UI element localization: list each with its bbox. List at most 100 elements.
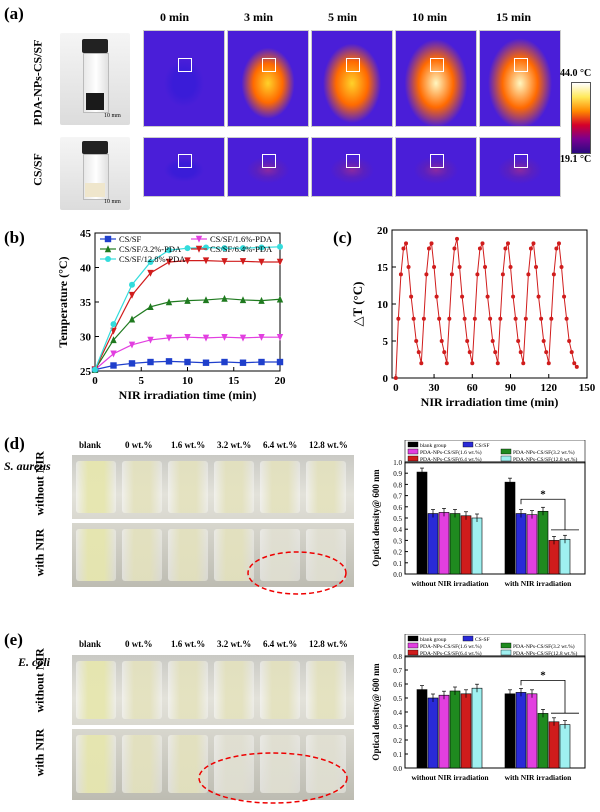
od-chart-saureus: 0.0 0.1 0.2 0.3 0.4 0.5 0.6 0.7 0.8 0.9 1.0 Optical… [371,440,586,588]
category-label: without NIR irradiation [411,579,489,588]
crosshair-icon [346,57,360,72]
bar [537,713,549,769]
row-label-cssf: CS/SF [30,153,45,186]
row-top-d: without NIR [32,451,47,516]
bar [526,514,538,575]
cycling-chart: 0 30 60 90 120 150 0 5 10 15 20 NIR irradiation tim… [350,225,596,409]
bar [471,687,483,769]
bar [504,481,516,575]
temperature-chart: 0 5 10 15 20 25 30 35 40 45 NIR irradiation time (… [56,228,286,402]
data-point [521,361,526,366]
data-point [531,241,536,246]
crosshair-icon [262,57,276,72]
data-point [104,235,112,243]
significance-bracket [520,498,566,530]
tube [214,735,254,793]
data-point [434,294,439,299]
data-point [541,339,546,343]
legend-swatch [407,635,419,642]
significance-mark: * [540,669,546,681]
data-point [147,336,154,344]
data-point [437,316,442,321]
tube [122,529,162,581]
data-point [465,339,470,343]
vial-photo-cssf: 10 mm [60,137,130,210]
category-label: with NIR irradiation [505,773,572,782]
crosshair-icon [430,57,444,72]
data-point [523,316,528,321]
data-point [110,321,117,328]
thermal-image [395,137,477,197]
highlight-ellipse-d [247,551,347,595]
legend-swatch [407,642,419,649]
bar [515,692,527,769]
crosshair-icon [178,154,192,169]
y-axis-label: Temperature (°C) [56,256,70,347]
data-point [202,359,210,366]
crosshair-icon [514,57,528,72]
tube [260,735,300,793]
data-point [398,272,403,277]
data-point [401,246,406,251]
legend-label: PDA-NPs-CS/SF(1.6 wt.%) [420,643,482,650]
legend-swatch [407,455,419,462]
legend-label: PDA-NPs-CS/SF(12.8 wt.%) [513,456,577,463]
y-tick-label: 0.1 [393,560,402,568]
data-point [546,361,551,366]
x-axis-label: NIR irradiation time (min) [421,395,559,409]
legend-label: CS/SF/1.6%-PDA [210,234,273,244]
tube-labels-e: blank 0 wt.% 1.6 wt.% 3.2 wt.% 6.4 wt.% 12.8 … [75,639,350,653]
data-point [165,358,173,365]
tube [306,461,346,513]
data-point [460,294,465,299]
tube-label: 1.6 wt.% [171,639,206,649]
bar [526,693,538,769]
y-tick-label: 0.3 [393,537,402,545]
tube [260,529,300,581]
data-point [147,258,154,265]
legend-label: CS/SF [475,443,489,449]
legend-label: CS/SF/3.2%-PDA [119,244,182,254]
data-point [393,376,398,380]
y-tick-label: 0.7 [393,667,402,675]
data-point [276,295,284,303]
data-point [483,265,488,269]
data-point [424,272,429,277]
thermal-image [227,137,309,197]
highlight-ellipse-e [198,752,348,804]
data-point [449,272,454,277]
category-label: without NIR irradiation [411,773,489,782]
data-point [556,241,561,246]
legend-swatch [407,649,419,656]
thermal-image [479,30,561,127]
scale-text-a1: 10 mm [104,113,121,119]
legend-swatch [500,448,512,455]
legend-swatch [500,649,512,656]
x-axis-label: NIR irradiation time (min) [119,388,257,402]
data-point [429,241,434,246]
data-point [239,334,247,342]
bar [438,694,450,769]
data-point [202,257,210,265]
legend-label: CS-SF [475,637,490,643]
data-point [221,294,228,302]
tube-label: 0 wt.% [125,639,153,649]
data-point [457,265,462,269]
bar [504,693,516,769]
bar [548,540,560,575]
data-point [513,316,518,321]
bar [471,517,483,575]
organism-d: S. aureus [4,459,51,473]
thermal-image [311,137,393,197]
data-point [104,245,112,253]
time-label: 3 min [244,10,274,24]
data-point [470,361,475,366]
data-point [411,316,416,321]
data-point [480,241,485,246]
category-label: with NIR irradiation [505,579,572,588]
data-point [572,361,577,366]
series-line [395,238,578,379]
panel-b-label: (b) [4,228,25,247]
tube [306,661,346,719]
data-point [276,258,284,266]
